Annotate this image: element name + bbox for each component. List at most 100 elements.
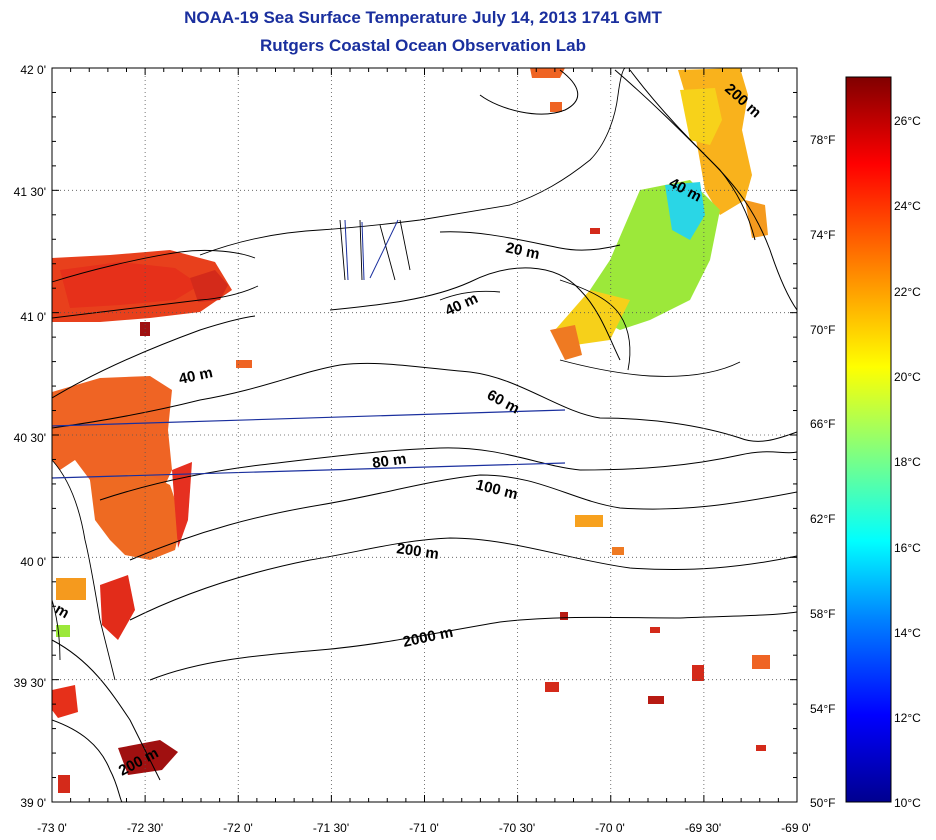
lon-label: -71 0' <box>409 821 439 835</box>
lon-label: -70 30' <box>499 821 535 835</box>
celsius-label: 24°C <box>894 199 921 213</box>
lon-label: -72 0' <box>223 821 253 835</box>
coast-rhodeisland <box>339 219 411 281</box>
sst-pixel <box>575 515 603 527</box>
coast-connecticut <box>199 204 511 256</box>
contour-100m <box>129 474 797 561</box>
map-title: NOAA-19 Sea Surface Temperature July 14,… <box>184 8 662 27</box>
colorbar-ramp <box>845 76 892 803</box>
sst-patch-nj-stripe <box>172 462 192 548</box>
celsius-label: 12°C <box>894 711 921 725</box>
lon-labels: -73 0' -72 30' -72 0' -71 30' -71 0' -70… <box>37 821 811 835</box>
celsius-label: 10°C <box>894 796 921 810</box>
sst-patch-shoals-cyan <box>665 182 705 240</box>
sst-pixel <box>56 578 86 600</box>
lon-label: -73 0' <box>37 821 67 835</box>
colorbar: 26°C 24°C 22°C 20°C 18°C 16°C 14°C 12°C … <box>810 76 921 810</box>
sst-patch-top <box>530 68 565 78</box>
celsius-label: 18°C <box>894 455 921 469</box>
contour-2000m <box>149 611 797 681</box>
lon-label: -71 30' <box>313 821 349 835</box>
celsius-label: 14°C <box>894 626 921 640</box>
frame-ticks <box>51 67 798 803</box>
track-line <box>369 219 399 279</box>
contour-label: 40 m <box>443 290 481 320</box>
map-subtitle: Rutgers Coastal Ocean Observation Lab <box>260 36 586 55</box>
contour-80m <box>99 447 797 501</box>
coast-nj <box>52 459 116 681</box>
coast-marthas <box>439 290 501 301</box>
contour-40m-capecod <box>629 69 756 241</box>
lat-label: 41 0' <box>20 310 46 324</box>
sst-patch-nantucket-orange <box>550 325 582 360</box>
lat-labels: 42 0' 41 30' 41 0' 40 30' 40 0' 39 30' 3… <box>14 63 46 810</box>
sst-pixel <box>58 775 70 793</box>
contour-60m <box>52 362 797 442</box>
lon-label: -69 0' <box>781 821 811 835</box>
fahrenheit-label: 54°F <box>810 702 835 716</box>
lon-label: -72 30' <box>127 821 163 835</box>
sst-pixel <box>692 665 704 681</box>
sst-pixel <box>590 228 600 234</box>
sst-pixel <box>650 627 660 633</box>
lon-label: -69 30' <box>685 821 721 835</box>
lat-label: 40 0' <box>20 555 46 569</box>
lat-lon-grid <box>52 68 797 802</box>
contour-label: m <box>52 601 72 622</box>
track-line <box>361 221 365 281</box>
sst-pixel <box>756 745 766 751</box>
contour-label: 20 m <box>504 239 541 263</box>
sst-patch-nj-south <box>100 575 135 640</box>
sst-patch-delaware <box>52 685 78 718</box>
lat-label: 42 0' <box>20 63 46 77</box>
coastline <box>52 68 741 681</box>
coast-delaware <box>52 599 61 661</box>
track-line <box>344 219 349 281</box>
fahrenheit-label: 74°F <box>810 228 835 242</box>
contour-label: 80 m <box>371 450 407 472</box>
sst-pixel <box>550 102 562 112</box>
track-line <box>52 462 566 479</box>
celsius-label: 26°C <box>894 114 921 128</box>
contour-south-shelf <box>52 639 161 781</box>
fahrenheit-label: 62°F <box>810 512 835 526</box>
sst-pixel <box>56 625 70 637</box>
coast-capecod <box>559 279 631 371</box>
sst-patch-block <box>190 270 228 302</box>
sst-patches <box>52 68 770 793</box>
lat-label: 40 30' <box>14 431 46 445</box>
sst-patch-longisland-inner <box>60 262 200 308</box>
fahrenheit-label: 50°F <box>810 796 835 810</box>
depth-contours <box>52 69 797 802</box>
contour-label: 40 m <box>177 364 214 388</box>
coast-nantucket <box>559 359 741 377</box>
coast-longisland-north <box>52 249 256 283</box>
contour-label: 100 m <box>474 476 519 503</box>
contour-40m-nj <box>52 315 256 399</box>
sst-pixel <box>545 682 559 692</box>
fahrenheit-label: 70°F <box>810 323 835 337</box>
celsius-label: 20°C <box>894 370 921 384</box>
sst-pixel <box>648 696 664 704</box>
coast-massachusetts <box>509 68 626 206</box>
contour-20m-north <box>439 231 621 251</box>
fahrenheit-label: 58°F <box>810 607 835 621</box>
celsius-label: 22°C <box>894 285 921 299</box>
sst-patch-capecod-yellow <box>680 88 722 145</box>
fahrenheit-label: 78°F <box>810 133 835 147</box>
contour-200m-capecod <box>614 69 797 311</box>
sst-patch-nj-mid <box>90 470 182 560</box>
sst-pixel <box>752 655 770 669</box>
sst-patch-south <box>118 740 178 775</box>
lat-label: 39 30' <box>14 676 46 690</box>
sst-pixel <box>236 360 252 368</box>
contour-40m-south-ne <box>329 267 621 361</box>
colorbar-celsius: 26°C 24°C 22°C 20°C 18°C 16°C 14°C 12°C … <box>894 114 921 810</box>
colorbar-fahrenheit: 78°F 74°F 70°F 66°F 62°F 58°F 54°F 50°F <box>810 133 835 810</box>
contour-200m <box>129 537 797 621</box>
lon-label: -70 0' <box>595 821 625 835</box>
fahrenheit-label: 66°F <box>810 417 835 431</box>
celsius-label: 16°C <box>894 541 921 555</box>
sst-pixel <box>612 547 624 555</box>
